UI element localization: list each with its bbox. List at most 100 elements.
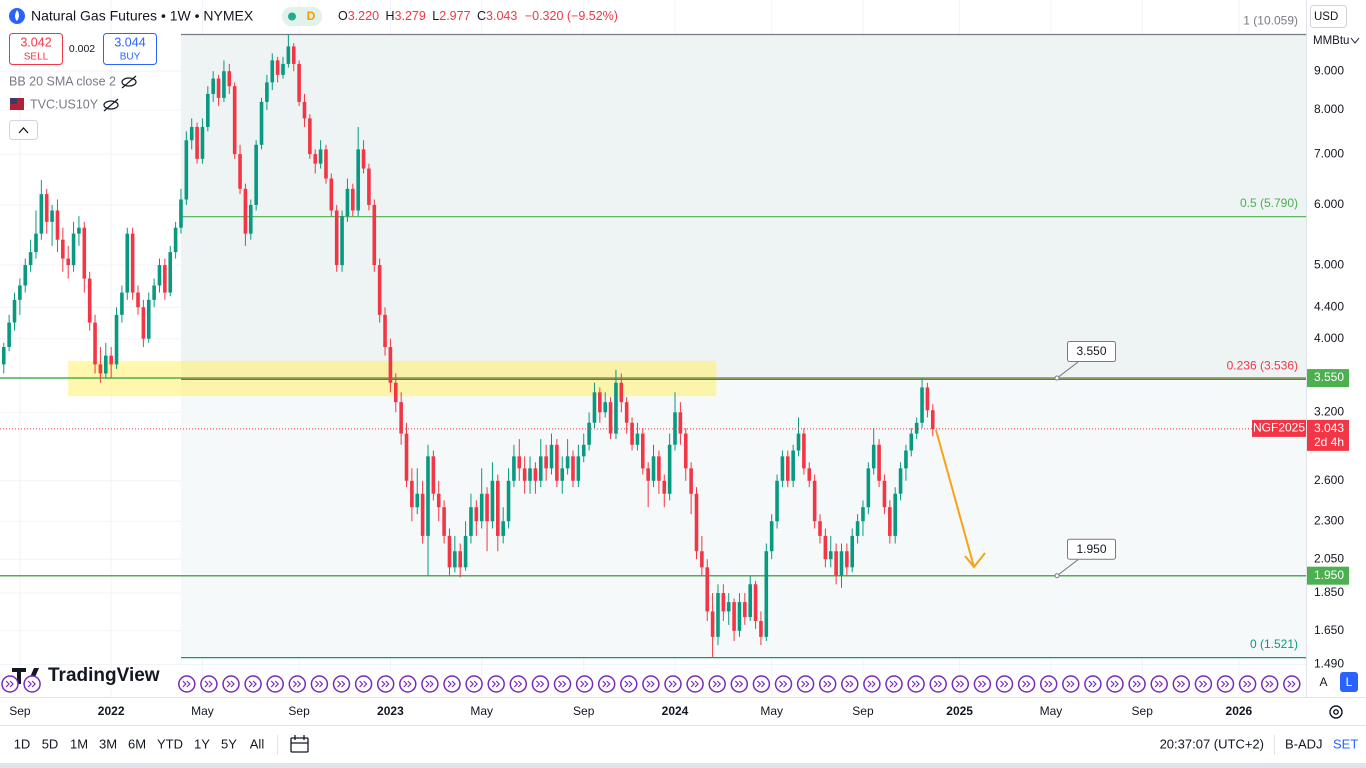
- auto-scale-button[interactable]: [1314, 672, 1333, 693]
- event-icon[interactable]: [730, 675, 749, 693]
- event-chevron: [447, 680, 456, 688]
- event-icon[interactable]: [620, 675, 638, 693]
- timeframe-button[interactable]: 6M: [128, 736, 146, 751]
- event-icon[interactable]: [266, 675, 284, 693]
- event-icon[interactable]: [1283, 675, 1301, 693]
- event-icon[interactable]: [1, 675, 19, 693]
- event-icon[interactable]: [376, 675, 395, 693]
- event-icon[interactable]: [1062, 675, 1080, 693]
- event-icon[interactable]: [951, 675, 970, 693]
- hide-indicator[interactable]: [121, 75, 137, 89]
- settings-button[interactable]: [1329, 705, 1343, 719]
- candle-body: [356, 149, 360, 211]
- event-icon[interactable]: [708, 675, 726, 693]
- event-icon[interactable]: [1260, 675, 1279, 693]
- event-chevron: [1132, 680, 1141, 688]
- timeframe-button[interactable]: All: [250, 736, 265, 751]
- event-icon[interactable]: [1172, 675, 1191, 693]
- hide-indicator[interactable]: [103, 98, 119, 112]
- event-icon[interactable]: [332, 675, 351, 693]
- timeframe-button[interactable]: YTD: [157, 736, 183, 751]
- timeframe-button[interactable]: 5Y: [221, 736, 237, 751]
- event-icon[interactable]: [487, 675, 505, 693]
- event-icon[interactable]: [443, 675, 461, 693]
- event-icon[interactable]: [575, 675, 594, 693]
- event-chevron: [801, 680, 810, 688]
- sell-button[interactable]: [9, 33, 63, 65]
- candle-body: [802, 433, 806, 469]
- event-icon[interactable]: [796, 675, 815, 693]
- buy-button[interactable]: [103, 33, 157, 65]
- candle-body: [603, 402, 608, 413]
- callout-pointer: [1056, 559, 1079, 577]
- event-icon[interactable]: [23, 675, 41, 693]
- event-icon[interactable]: [818, 675, 837, 693]
- event-icon[interactable]: [752, 675, 771, 693]
- event-icon[interactable]: [1216, 675, 1235, 693]
- event-icon[interactable]: [200, 675, 218, 693]
- event-icon[interactable]: [1150, 675, 1168, 693]
- unit-dropdown[interactable]: [1350, 37, 1360, 44]
- event-icon[interactable]: [664, 675, 682, 693]
- event-icon[interactable]: [1194, 675, 1213, 693]
- adjustment[interactable]: B-ADJ: [1285, 736, 1323, 751]
- event-icon[interactable]: [1039, 675, 1058, 693]
- callout-pointer: [1056, 361, 1079, 379]
- event-icon[interactable]: [354, 675, 373, 693]
- y-tick-label: 6.000: [1314, 197, 1344, 211]
- event-icon[interactable]: [642, 675, 660, 693]
- timeframe-button[interactable]: 3M: [99, 736, 117, 751]
- event-icon[interactable]: [244, 675, 262, 693]
- event-icon[interactable]: [421, 675, 439, 693]
- ohlc-key: L: [432, 9, 439, 23]
- timeframe-button[interactable]: 5D: [42, 736, 59, 751]
- event-icon[interactable]: [310, 675, 329, 693]
- candle-body: [340, 216, 344, 266]
- event-icon[interactable]: [1238, 675, 1257, 693]
- event-icon[interactable]: [863, 675, 881, 693]
- event-icon[interactable]: [774, 675, 793, 693]
- candle-body: [635, 433, 640, 445]
- event-icon[interactable]: [1106, 675, 1124, 693]
- date-range-button[interactable]: [290, 735, 309, 753]
- log-scale-button[interactable]: [1340, 672, 1358, 692]
- candle-body: [12, 299, 17, 323]
- candle-body: [103, 355, 108, 374]
- session[interactable]: SET: [1333, 736, 1358, 751]
- event-chevron: [1022, 680, 1031, 688]
- timeframe-button[interactable]: 1D: [14, 736, 31, 751]
- event-icon[interactable]: [1084, 675, 1102, 693]
- callout-label: 3.550: [1076, 344, 1106, 358]
- fib-label: 0.5 (5.790): [1240, 196, 1298, 210]
- event-chevron: [1287, 680, 1296, 688]
- candle-body: [44, 194, 49, 222]
- event-icon[interactable]: [597, 675, 616, 693]
- candle-body: [775, 480, 779, 522]
- collapse-button[interactable]: [9, 120, 38, 140]
- event-icon[interactable]: [929, 675, 947, 693]
- event-icon[interactable]: [995, 675, 1014, 693]
- x-tick-label: 2026: [1226, 704, 1253, 718]
- candle-body: [141, 307, 146, 339]
- event-icon[interactable]: [288, 675, 307, 693]
- currency-select[interactable]: [1310, 5, 1347, 28]
- event-icon[interactable]: [465, 675, 483, 693]
- event-icon[interactable]: [841, 675, 859, 693]
- event-icon[interactable]: [885, 675, 903, 693]
- event-icon[interactable]: [686, 675, 704, 693]
- event-icon[interactable]: [178, 675, 196, 693]
- event-icon[interactable]: [907, 675, 925, 693]
- candle-body: [909, 433, 914, 451]
- event-icon[interactable]: [531, 675, 550, 693]
- event-icon[interactable]: [553, 675, 572, 693]
- timeframe-button[interactable]: 1Y: [194, 736, 210, 751]
- event-icon[interactable]: [1017, 675, 1036, 693]
- timeframe-button[interactable]: 1M: [70, 736, 88, 751]
- event-icon[interactable]: [973, 675, 992, 693]
- event-icon[interactable]: [1128, 675, 1146, 693]
- unit: MMBtu: [1313, 35, 1349, 47]
- event-icon[interactable]: [222, 675, 240, 693]
- buy-label: BUY: [120, 52, 141, 63]
- event-icon[interactable]: [399, 675, 417, 693]
- event-icon[interactable]: [509, 675, 528, 693]
